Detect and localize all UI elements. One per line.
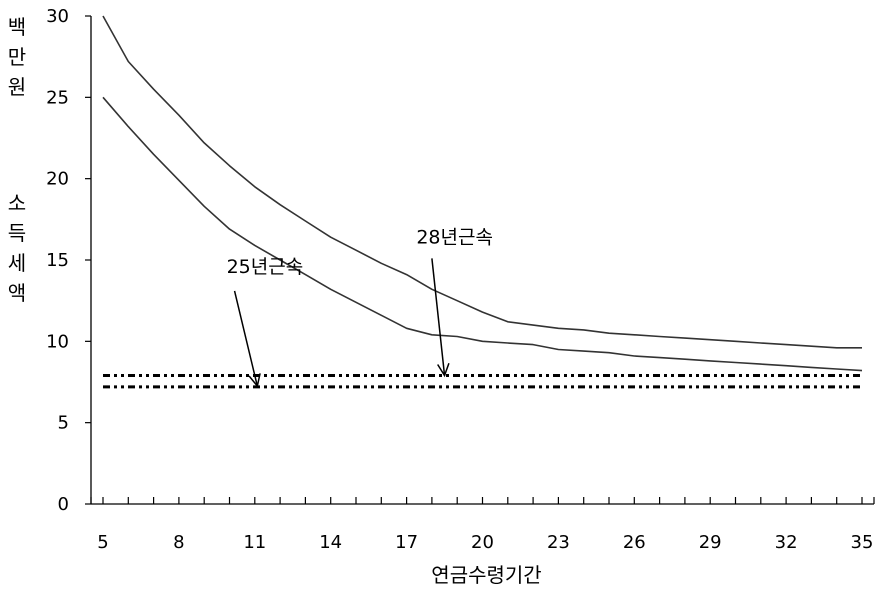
x-tick-label: 14 bbox=[319, 532, 342, 553]
series-line-1 bbox=[102, 15, 862, 349]
annotation-arrowhead bbox=[437, 362, 450, 378]
y-axis: 0 5 10 15 20 25 30 bbox=[46, 6, 92, 515]
x-tick-label: 5 bbox=[97, 532, 108, 553]
x-tick-label: 23 bbox=[547, 532, 570, 553]
x-tick-label: 29 bbox=[699, 532, 722, 553]
y-tick-label: 15 bbox=[46, 250, 69, 271]
annotation-label: 25년근속 bbox=[227, 256, 304, 278]
x-tick-label: 32 bbox=[775, 532, 798, 553]
y-tick-label: 10 bbox=[46, 331, 69, 352]
y-axis-label-char: 세 bbox=[8, 251, 26, 275]
x-tick-label: 8 bbox=[173, 532, 184, 553]
annotation-arrowhead bbox=[248, 373, 261, 388]
annotation-arrow bbox=[431, 258, 446, 376]
x-axis-label: 연금수령기간 bbox=[431, 563, 541, 587]
x-tick-label: 35 bbox=[851, 532, 874, 553]
y-tick-label: 20 bbox=[46, 169, 69, 190]
annotations: 25년근속 28년근속 bbox=[227, 227, 493, 388]
annotation-arrow bbox=[233, 290, 259, 387]
series-group bbox=[102, 15, 863, 372]
x-tick-label: 17 bbox=[395, 532, 418, 553]
y-tick-label: 5 bbox=[58, 413, 69, 434]
annotation-label: 28년근속 bbox=[416, 227, 493, 249]
x-tick-label: 26 bbox=[623, 532, 646, 553]
x-axis: 5 8 11 14 17 20 23 26 29 32 35 bbox=[90, 497, 875, 553]
reference-lines bbox=[103, 373, 862, 389]
x-tick-label: 20 bbox=[471, 532, 494, 553]
y-axis-label-char: 액 bbox=[8, 281, 26, 305]
x-tick-label: 11 bbox=[243, 532, 266, 553]
y-tick-label: 30 bbox=[46, 6, 69, 27]
y-axis-label-char: 만 bbox=[8, 45, 26, 69]
y-axis-label-char: 원 bbox=[8, 75, 26, 99]
y-axis-label-char: 백 bbox=[8, 15, 26, 39]
series-line-2 bbox=[102, 96, 863, 372]
y-axis-label-char: 득 bbox=[8, 221, 26, 245]
y-tick-label: 25 bbox=[46, 87, 69, 108]
y-axis-label-char: 소 bbox=[8, 191, 26, 215]
y-tick-label: 0 bbox=[58, 494, 69, 515]
